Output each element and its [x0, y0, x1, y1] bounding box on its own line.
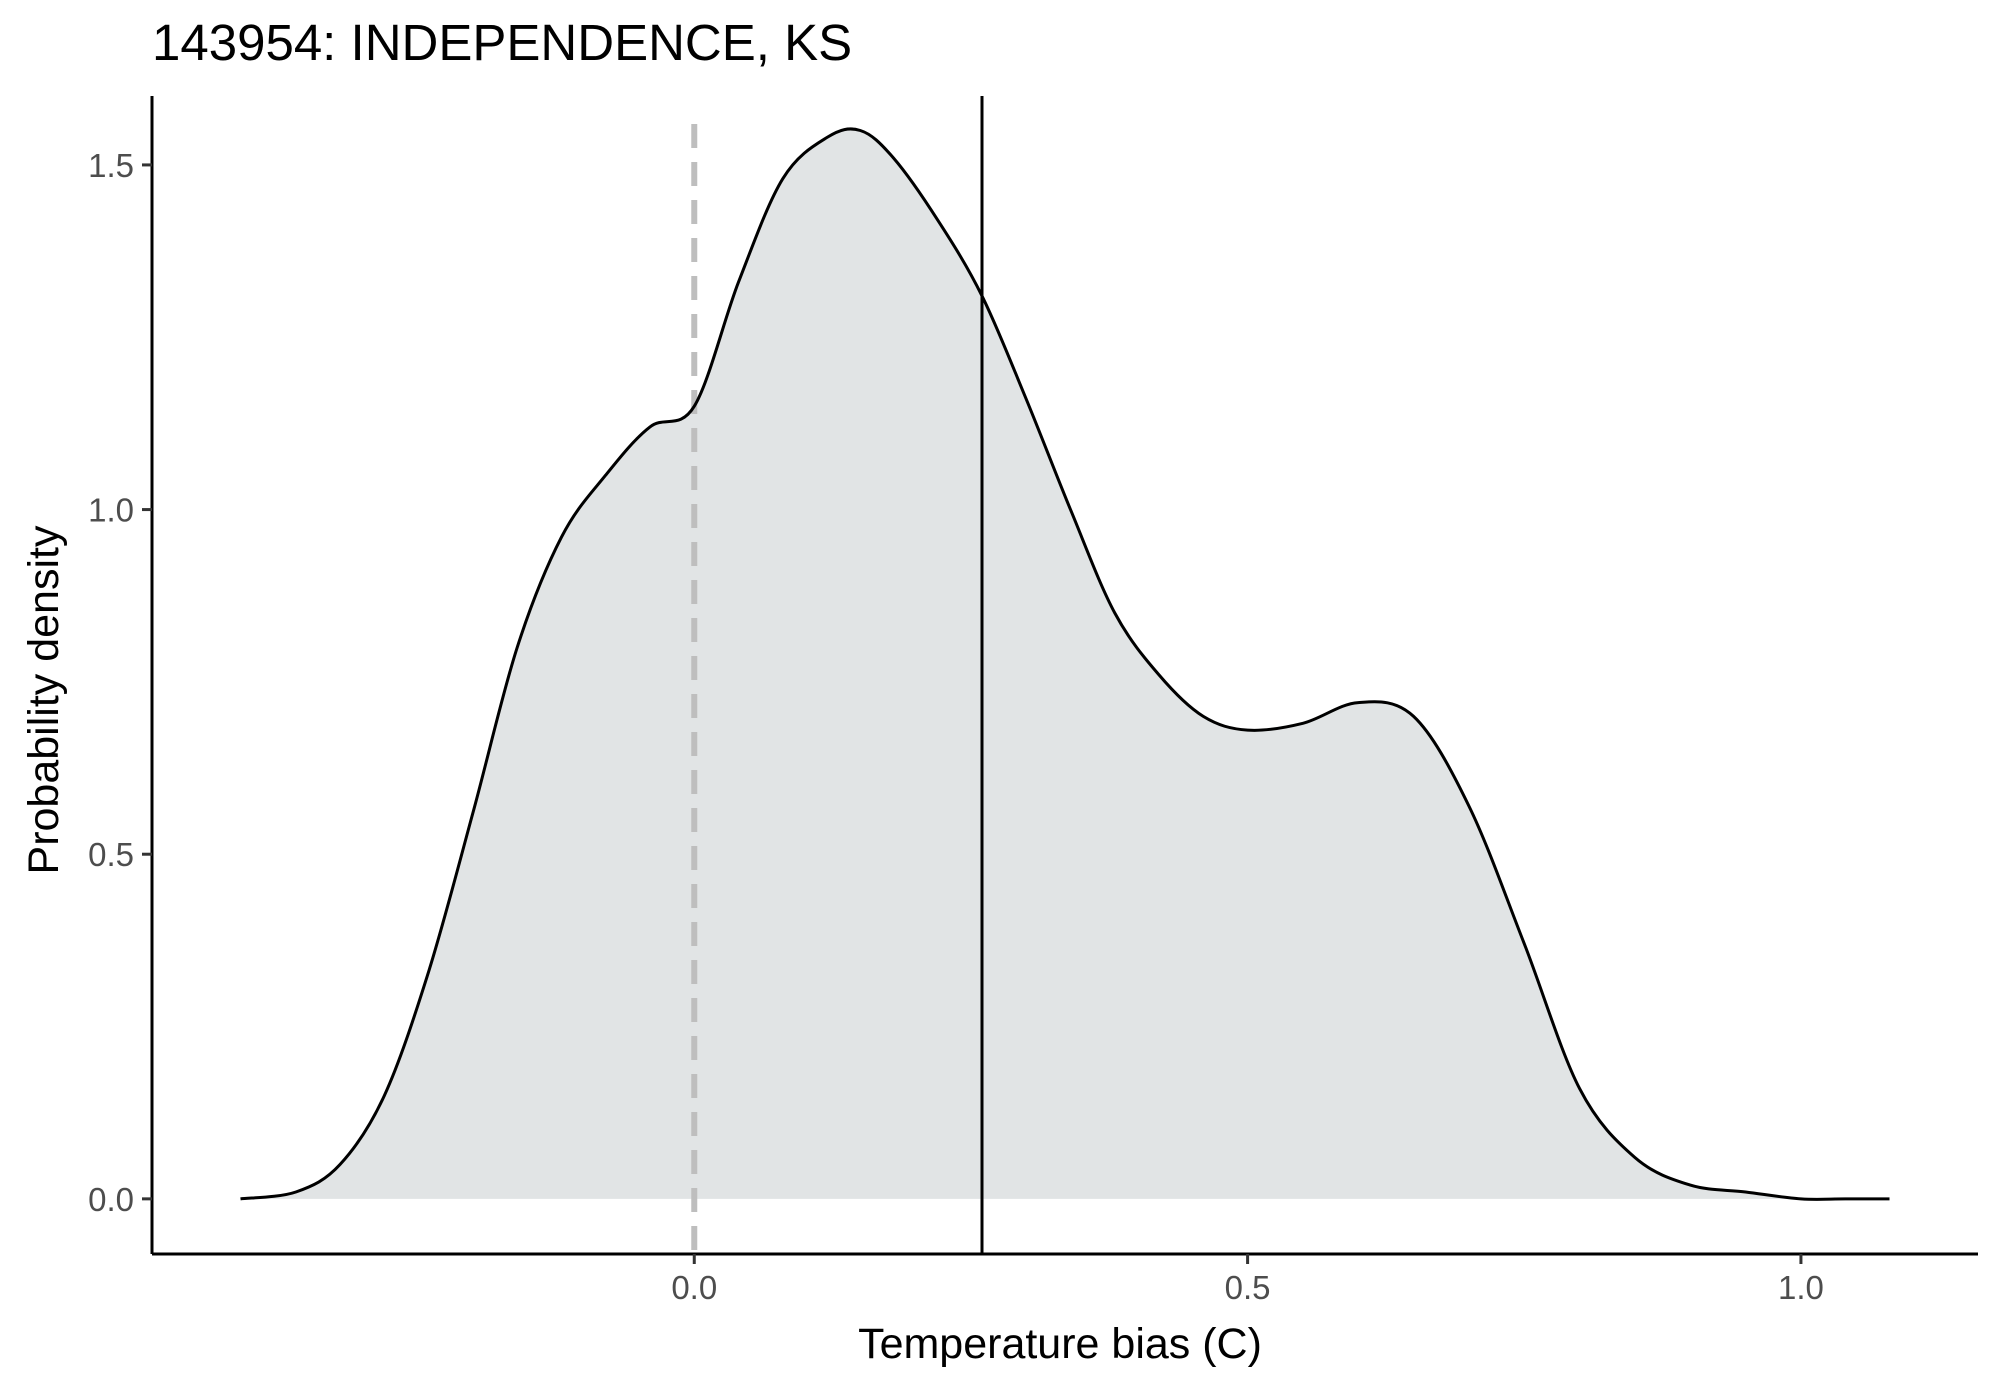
x-tick-label: 1.0	[1778, 1269, 1824, 1306]
y-tick-label: 0.5	[88, 836, 134, 873]
x-tick-label: 0.0	[671, 1269, 717, 1306]
y-tick-label: 1.5	[88, 147, 134, 184]
x-axis-title: Temperature bias (C)	[858, 1320, 1262, 1368]
y-axis-title: Probability density	[20, 525, 68, 874]
y-tick-label: 0.0	[88, 1181, 134, 1218]
x-tick-label: 0.5	[1225, 1269, 1271, 1306]
x-axis-ticks: 0.0 0.5 1.0	[671, 1254, 1824, 1306]
plot-area	[240, 96, 1890, 1254]
y-axis-ticks: 0.0 0.5 1.0 1.5	[88, 147, 152, 1218]
y-tick-label: 1.0	[88, 492, 134, 529]
density-area-fill	[240, 128, 1890, 1200]
density-curve	[240, 127, 1890, 1201]
chart-title: 143954: INDEPENDENCE, KS	[152, 14, 852, 71]
